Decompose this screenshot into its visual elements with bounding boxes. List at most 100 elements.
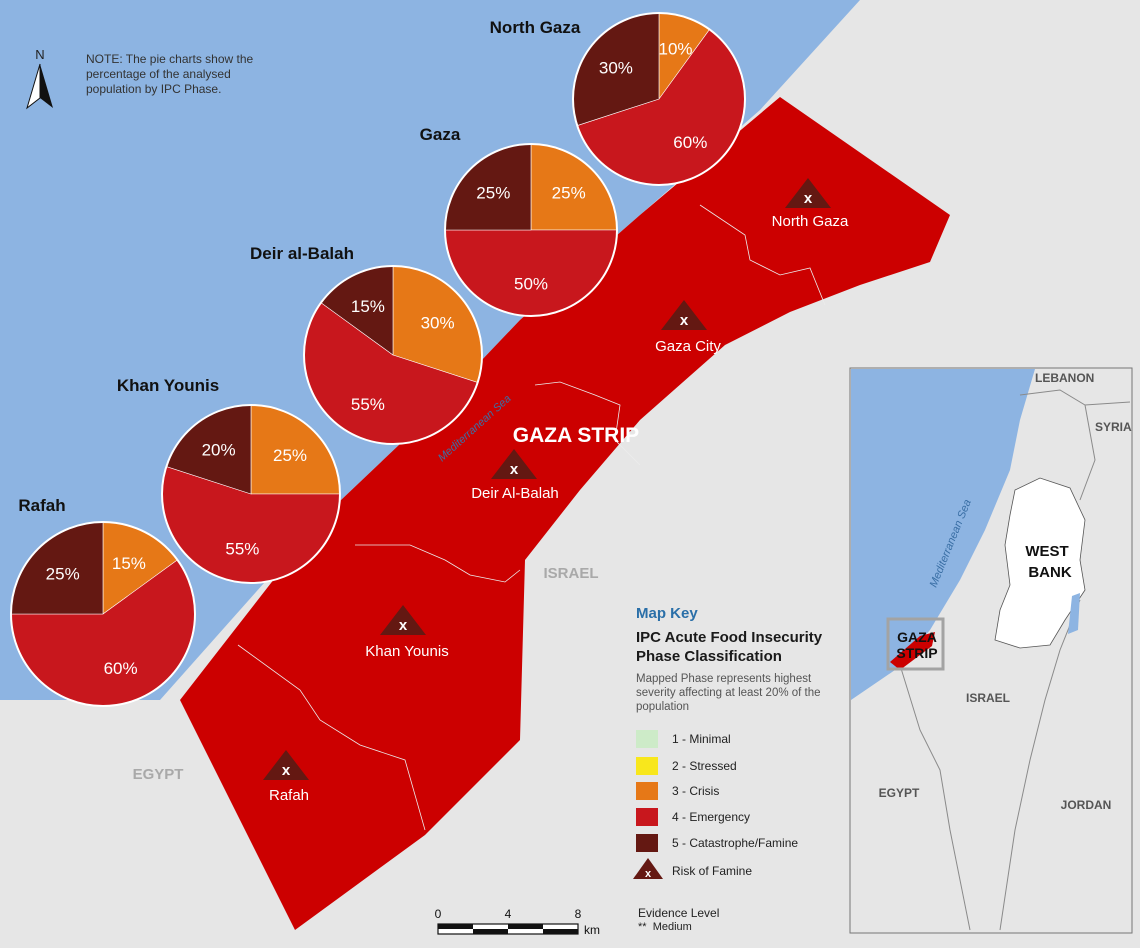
famine-marker-rafah: x Rafah (263, 750, 309, 804)
inset-syria: SYRIA (1095, 420, 1132, 434)
north-arrow-letter: N (35, 47, 44, 62)
marker-label-khan-younis: Khan Younis (365, 643, 448, 660)
marker-label-north-gaza: North Gaza (772, 213, 849, 230)
pie-note: NOTE: The pie charts show the percentage… (86, 52, 254, 96)
inset-egypt: EGYPT (879, 786, 920, 800)
scale-tick-4: 4 (505, 907, 512, 921)
famine-x-icon-deir-al-balah: x (510, 461, 519, 478)
pie-label-gaza-1: 50% (514, 274, 548, 293)
pie-label-khan-younis-0: 25% (273, 446, 307, 465)
pie-label-gaza-2: 25% (476, 183, 510, 202)
key-item-crisis: 3 - Crisis (636, 782, 719, 800)
key-item-minimal: 1 - Minimal (636, 730, 731, 748)
egypt-label: EGYPT (133, 766, 184, 783)
swatch-minimal (636, 730, 658, 748)
inset-borders (899, 389, 1131, 931)
swatch-crisis (636, 782, 658, 800)
inset-west-bank (994, 477, 1086, 649)
key-item-catastrophe: 5 - Catastrophe/Famine (636, 834, 798, 852)
north-arrow-right (40, 64, 53, 108)
map-key-subtitle: IPC Acute Food Insecurity Phase Classifi… (636, 629, 823, 665)
pie-label-rafah-0: 15% (112, 554, 146, 573)
famine-x-icon-khan-younis: x (399, 617, 408, 634)
swatch-catastrophe (636, 834, 658, 852)
pie-charts: 10% 60% 30% North Gaza 25% 50% 25% Gaza 30% 55% 15… (10, 12, 746, 707)
famine-marker-deir-al-balah: x Deir Al-Balah (471, 449, 559, 502)
evidence-stars: ** (638, 921, 647, 933)
famine-triangle-icon-rafah (263, 750, 309, 780)
swatch-stressed (636, 757, 658, 775)
key-triangle (633, 858, 663, 879)
marker-label-rafah: Rafah (269, 787, 309, 804)
pie-label-deir-al-balah-0: 30% (421, 314, 455, 333)
key-label-risk: Risk of Famine (672, 864, 753, 878)
swatch-emergency (636, 808, 658, 826)
scale-bar-fill-2 (473, 929, 508, 934)
scale-unit: km (584, 923, 600, 937)
pie-outline-khan-younis (161, 404, 341, 584)
famine-markers: x North Gaza x Gaza City x Deir Al-Balah x Khan… (263, 178, 849, 804)
pie-label-khan-younis-1: 55% (225, 540, 259, 559)
strip-title: GAZA STRIP (513, 424, 639, 447)
scale-bar-fill-1 (508, 924, 543, 929)
pie-outline-gaza (444, 143, 618, 317)
pie-deir-al-balah: 30% 55% 15% Deir al-Balah (250, 244, 483, 445)
key-label-stressed: 2 - Stressed (672, 759, 737, 773)
inset-west-bank-label: WEST BANK (1025, 543, 1071, 581)
famine-marker-gaza-city: x Gaza City (655, 300, 721, 355)
scale-bar: 0 4 8 km (435, 907, 600, 937)
pie-khan-younis: 25% 55% 20% Khan Younis (117, 376, 341, 584)
inset-israel: ISRAEL (966, 691, 1010, 705)
pie-label-rafah-1: 60% (104, 659, 138, 678)
pie-label-north-gaza-0: 10% (658, 39, 692, 58)
boundary-deir-al-balah (355, 544, 521, 583)
key-label-minimal: 1 - Minimal (672, 732, 731, 746)
pie-title-rafah: Rafah (18, 496, 65, 515)
pie-label-north-gaza-1: 60% (673, 133, 707, 152)
boundary-north-gaza (699, 204, 826, 306)
inset-dead-sea (1068, 593, 1080, 634)
inset-gaza-shape (890, 632, 935, 670)
marker-label-deir-al-balah: Deir Al-Balah (471, 485, 559, 502)
pie-title-deir-al-balah: Deir al-Balah (250, 244, 354, 263)
famine-x-icon-gaza-city: x (680, 312, 689, 329)
key-label-crisis: 3 - Crisis (672, 784, 720, 798)
inset-gaza-label: GAZA STRIP (896, 629, 937, 661)
evidence-level-value: Medium (652, 921, 692, 933)
key-label-emergency: 4 - Emergency (672, 810, 751, 824)
pie-north-gaza: 10% 60% 30% North Gaza (490, 12, 746, 186)
famine-triangle-icon-deir-al-balah (491, 449, 537, 479)
key-triangle-x: x (645, 868, 652, 880)
pie-title-gaza: Gaza (420, 125, 461, 144)
inset-map: Mediterranean Sea LEBANON SYRIA WEST BANK… (849, 367, 1133, 934)
inset-gaza-box (886, 617, 945, 671)
evidence-level: Evidence Level ** Medium (638, 906, 719, 934)
pie-label-deir-al-balah-1: 55% (351, 395, 385, 414)
famine-marker-khan-younis: x Khan Younis (365, 605, 449, 660)
inset-sea (851, 369, 1035, 700)
marker-label-gaza-city: Gaza City (655, 338, 721, 355)
pie-label-north-gaza-2: 30% (599, 59, 633, 78)
famine-triangle-icon-khan-younis (380, 605, 426, 635)
key-item-risk: Risk of Famine (672, 862, 752, 880)
scale-bar-fill-3 (543, 929, 578, 934)
famine-x-icon-rafah: x (282, 762, 291, 779)
famine-x-icon-north-gaza: x (804, 190, 813, 207)
pie-rafah: 15% 60% 25% Rafah (10, 496, 196, 707)
north-arrow-icon: N (26, 47, 53, 110)
key-label-catastrophe: 5 - Catastrophe/Famine (672, 836, 799, 850)
inset-lebanon: LEBANON (1035, 371, 1094, 385)
famine-triangle-icon-gaza-city (661, 300, 707, 330)
scale-tick-0: 0 (435, 907, 442, 921)
famine-triangle-icon-north-gaza (785, 178, 831, 208)
evidence-row: ** Medium (638, 920, 719, 934)
pie-outline-north-gaza (572, 12, 746, 186)
pie-label-gaza-0: 25% (552, 183, 586, 202)
pie-title-khan-younis: Khan Younis (117, 376, 219, 395)
map-key-title: Map Key (636, 605, 698, 622)
famine-marker-north-gaza: x North Gaza (772, 178, 849, 230)
gaza-strip-area (180, 97, 950, 930)
boundary-gaza-city (534, 381, 641, 466)
scale-bar-fill-0 (438, 924, 473, 929)
